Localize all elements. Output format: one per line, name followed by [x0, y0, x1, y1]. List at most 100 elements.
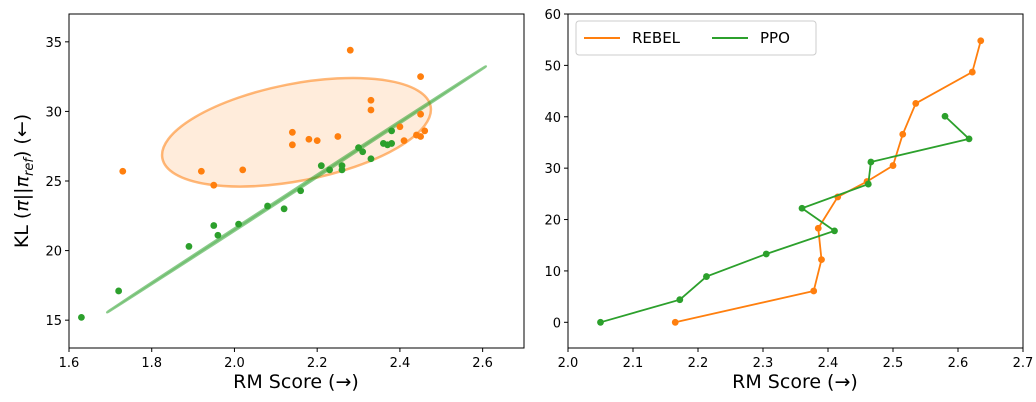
rebel-line [675, 40, 982, 324]
orange-point [367, 96, 375, 104]
left-y-axis-label: KL (π||πref) (←) [11, 114, 37, 248]
orange-point [210, 181, 218, 189]
left-y-tick-label: 30 [45, 105, 62, 120]
right-x-axis-label: RM Score (→) [732, 371, 858, 393]
orange-point [421, 127, 429, 135]
orange-point [313, 137, 321, 145]
left-x-tick-label: 2.4 [390, 356, 411, 371]
green-point [264, 202, 271, 210]
right-x-tick-label: 2.3 [753, 356, 774, 371]
right-y-tick-label: 50 [544, 59, 561, 74]
orange-point [396, 123, 404, 131]
orange-ellipse [160, 76, 433, 188]
green-point [214, 231, 222, 239]
right-x-tick-label: 2.0 [558, 356, 579, 371]
orange-point [346, 46, 354, 54]
rebel-marker [977, 37, 985, 45]
left-y-ticks: 15 20 25 30 35 [45, 36, 69, 329]
right-x-tick-label: 2.4 [818, 356, 839, 371]
left-y-tick-label: 15 [45, 314, 62, 329]
left-x-tick-label: 1.8 [141, 356, 162, 371]
green-point [367, 155, 375, 163]
legend: REBEL PPO [575, 20, 817, 56]
orange-point [417, 73, 424, 81]
green-point [317, 162, 325, 170]
right-x-tick-label: 2.5 [883, 356, 904, 371]
orange-point [288, 141, 296, 149]
left-x-axis-label: RM Score (→) [233, 371, 359, 393]
rebel-marker [899, 130, 907, 138]
orange-point [400, 137, 408, 145]
ppo-marker [762, 250, 770, 258]
legend-ppo-label: PPO [760, 29, 790, 47]
rebel-marker [671, 318, 679, 326]
green-point [338, 162, 346, 170]
right-y-tick-label: 0 [553, 316, 561, 331]
right-x-tick-label: 2.7 [1013, 356, 1034, 371]
ppo-marker [867, 158, 875, 166]
left-y-tick-label: 25 [45, 175, 62, 190]
right-y-tick-label: 30 [544, 162, 561, 177]
ppo-marker [798, 204, 806, 212]
orange-point [417, 110, 424, 118]
orange-point [367, 106, 375, 114]
green-point [355, 144, 362, 152]
green-point [326, 166, 333, 174]
left-x-tick-label: 2.2 [307, 356, 328, 371]
green-point [115, 287, 123, 295]
ppo-marker [965, 135, 973, 143]
green-point [388, 140, 396, 147]
orange-point [305, 135, 313, 143]
scatter-points [78, 46, 429, 321]
right-y-tick-label: 20 [544, 214, 561, 229]
green-point [297, 187, 305, 195]
green-point [359, 148, 367, 156]
rebel-marker [818, 256, 825, 264]
green-point [185, 243, 193, 250]
rebel-marker [810, 287, 818, 295]
right-y-tick-label: 60 [544, 8, 561, 23]
right-line-panel: 2.0 2.1 2.2 2.3 2.4 2.5 2.6 2.7 0 10 20 30 40 50 60 R… [544, 8, 1033, 393]
left-y-tick-label: 20 [45, 245, 62, 260]
rebel-marker [912, 100, 920, 107]
confidence-ellipses [105, 65, 488, 314]
left-x-tick-label: 1.6 [59, 356, 80, 371]
right-y-tick-label: 40 [544, 111, 561, 126]
ppo-marker [864, 180, 872, 188]
ppo-marker [597, 318, 604, 326]
right-y-ticks: 0 10 20 30 40 50 60 [544, 8, 568, 331]
ppo-line [600, 115, 971, 324]
rebel-marker [814, 224, 822, 232]
left-x-tick-label: 2.6 [472, 356, 493, 371]
right-x-tick-label: 2.2 [688, 356, 709, 371]
right-axes-frame [567, 13, 1024, 349]
orange-point [288, 128, 296, 136]
legend-box [575, 20, 817, 56]
ppo-marker [831, 227, 838, 235]
green-point [235, 220, 242, 228]
green-point [78, 313, 85, 321]
green-point [280, 205, 288, 213]
rebel-marker [968, 68, 976, 76]
orange-point [197, 167, 205, 175]
orange-point [417, 133, 424, 140]
right-x-ticks: 2.0 2.1 2.2 2.3 2.4 2.5 2.6 2.7 [558, 348, 1034, 371]
right-y-tick-label: 10 [544, 265, 561, 280]
left-y-tick-label: 35 [45, 36, 62, 51]
ppo-marker [676, 296, 684, 304]
rebel-marker [889, 162, 897, 169]
legend-rebel-label: REBEL [632, 29, 681, 47]
green-point [388, 127, 396, 135]
left-x-tick-label: 2.0 [224, 356, 245, 371]
orange-point [119, 167, 127, 175]
ppo-marker [703, 273, 710, 280]
left-scatter-panel: 1.6 1.8 2.0 2.2 2.4 2.6 15 20 25 30 35 RM Score (… [11, 13, 525, 393]
series-lines [597, 37, 985, 326]
ppo-marker [941, 112, 949, 120]
right-x-tick-label: 2.1 [623, 356, 644, 371]
orange-point [239, 166, 247, 174]
orange-point [334, 133, 342, 140]
green-point [210, 222, 218, 229]
right-x-tick-label: 2.6 [948, 356, 969, 371]
